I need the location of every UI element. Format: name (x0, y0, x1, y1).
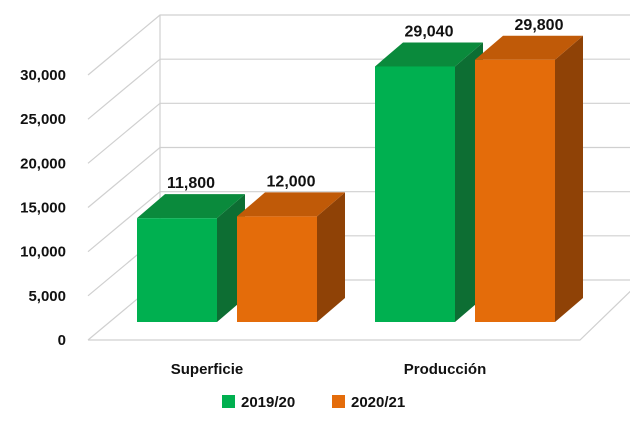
floor-edge (88, 290, 630, 341)
legend-label: 2019/20 (241, 394, 295, 411)
data-label: 29,800 (515, 17, 564, 34)
data-label: 11,800 (167, 175, 215, 192)
bar (475, 59, 555, 322)
y-tick-label: 15,000 (20, 200, 66, 217)
y-tick-label: 25,000 (20, 111, 66, 128)
y-axis-tick-labels: 0 5,000 10,000 15,000 20,000 25,000 30,000 (20, 67, 66, 349)
y-tick-label: 5,000 (28, 288, 66, 305)
bar-side (317, 192, 345, 322)
bars (137, 35, 583, 323)
bar (375, 66, 455, 322)
bar-top (375, 42, 483, 67)
bar-side (555, 35, 583, 322)
data-labels: 11,800 12,000 29,040 29,800 (167, 17, 564, 192)
x-category-label: Producción (404, 361, 487, 378)
legend-swatch (332, 395, 345, 408)
bar (237, 216, 317, 322)
legend: 2019/20 2020/21 (222, 394, 405, 411)
bar-top (237, 192, 345, 217)
legend-label: 2020/21 (351, 394, 405, 411)
x-axis-category-labels: Superficie Producción (171, 361, 487, 378)
data-label: 29,040 (405, 23, 454, 40)
bar-top (137, 194, 245, 219)
y-tick-label: 0 (58, 332, 66, 349)
bar-top (475, 35, 583, 60)
y-tick-label: 20,000 (20, 155, 66, 172)
bar (137, 218, 217, 322)
gridlines (87, 14, 630, 341)
y-tick-label: 30,000 (20, 67, 66, 84)
y-tick-label: 10,000 (20, 244, 66, 261)
data-label: 12,000 (267, 173, 316, 190)
x-category-label: Superficie (171, 361, 244, 378)
legend-swatch (222, 395, 235, 408)
